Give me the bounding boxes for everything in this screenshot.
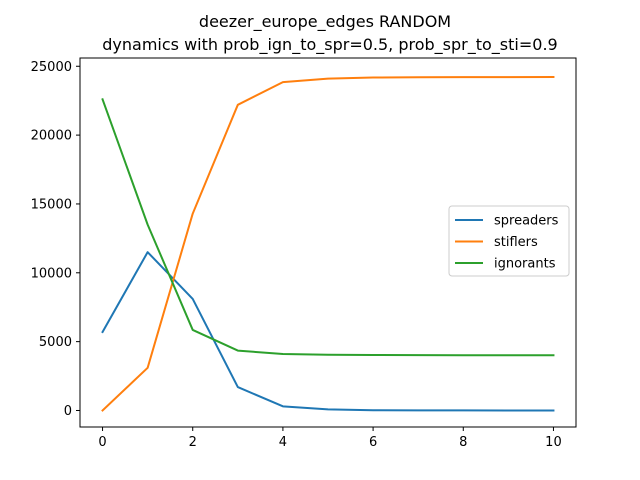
y-axis: 0 5000 10000 15000 20000 25000 (31, 60, 80, 419)
x-tick-label: 2 (189, 435, 197, 450)
legend-label-stiflers: stiflers (494, 235, 538, 250)
y-tick-label: 15000 (31, 197, 72, 212)
x-tick-label: 6 (369, 435, 377, 450)
series-line-stiflers (101, 75, 555, 412)
x-tick-label: 10 (545, 435, 562, 450)
chart-title: deezer_europe_edges RANDOM dynamics with… (102, 12, 557, 55)
series-line-ignorants (101, 98, 555, 357)
x-tick-label: 0 (98, 435, 106, 450)
legend: spreaders stiflers ignorants (448, 205, 570, 277)
y-tick-label: 10000 (31, 266, 72, 281)
plot-lines (101, 75, 555, 412)
plot-frame (79, 57, 577, 428)
y-tick-label: 25000 (31, 60, 72, 75)
legend-box (448, 205, 570, 277)
x-axis: 0 2 4 6 8 10 (98, 427, 562, 450)
legend-label-ignorants: ignorants (494, 257, 556, 272)
y-tick-label: 5000 (39, 335, 72, 350)
legend-label-spreaders: spreaders (494, 214, 559, 229)
chart-title-line-1: deezer_europe_edges RANDOM (199, 12, 451, 32)
series-line-spreaders (101, 251, 555, 412)
x-tick-label: 4 (279, 435, 287, 450)
y-tick-label: 0 (64, 404, 72, 419)
y-tick-label: 20000 (31, 129, 72, 144)
chart-title-line-2: dynamics with prob_ign_to_spr=0.5, prob_… (102, 35, 557, 55)
x-tick-label: 8 (459, 435, 467, 450)
